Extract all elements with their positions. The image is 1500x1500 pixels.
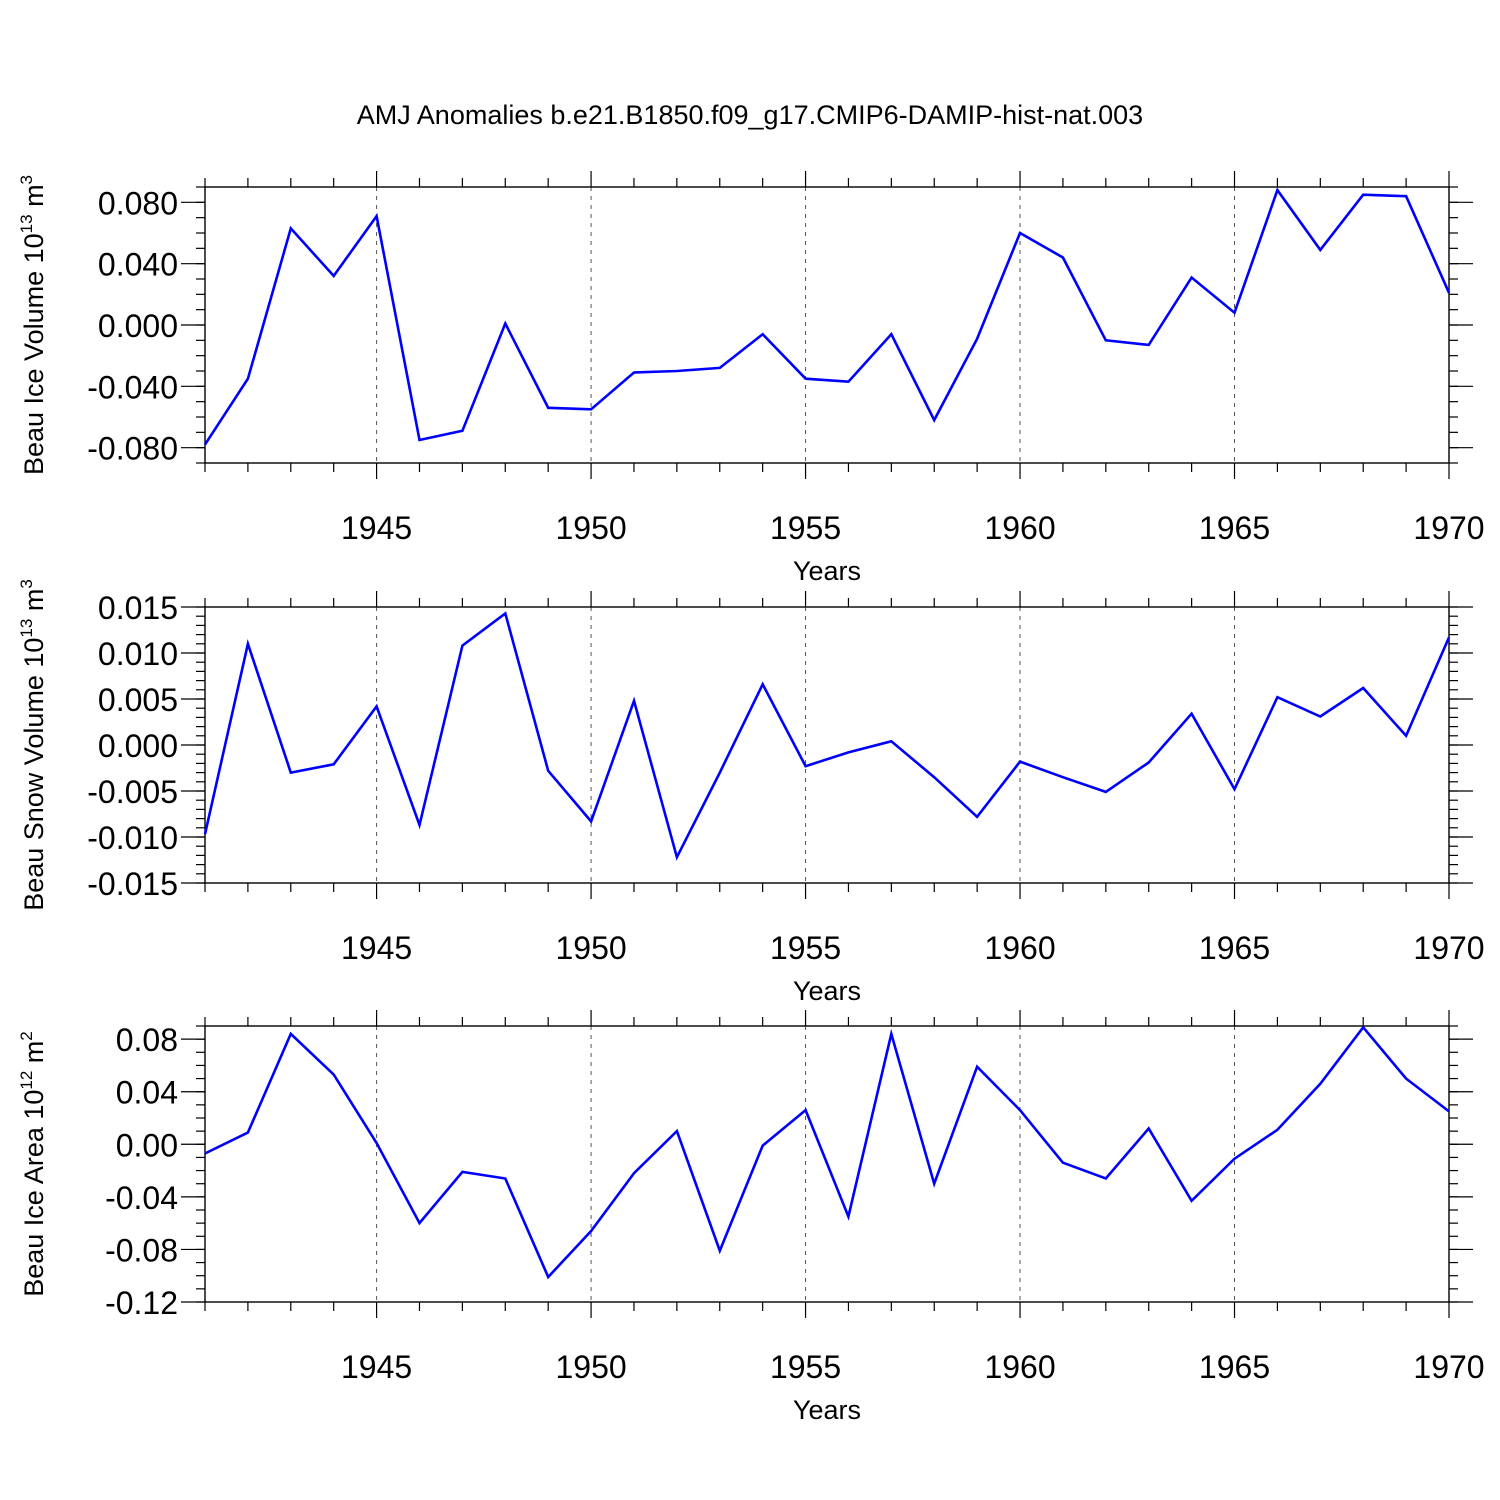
- x-tick-label: 1945: [341, 1349, 412, 1385]
- y-axis-label: Beau Snow Volume 1013 m3: [17, 579, 49, 911]
- x-tick-label: 1955: [770, 1349, 841, 1385]
- y-tick-label: -0.08: [105, 1232, 178, 1268]
- y-tick-label: 0.08: [116, 1022, 178, 1058]
- panel-3: -0.12 -0.08 -0.04 0.00 0.04 0.08 1945 1950 1955 1…: [17, 1010, 1485, 1425]
- y-tick-label: -0.005: [87, 774, 178, 810]
- x-axis-label: Years: [793, 556, 861, 586]
- x-tick-label: 1955: [770, 510, 841, 546]
- x-tick-label: 1945: [341, 930, 412, 966]
- x-tick-label: 1965: [1199, 510, 1270, 546]
- panel-1: -0.080 -0.040 0.000 0.040 0.080 1945 1950 1955 1…: [17, 171, 1485, 586]
- x-tick-label: 1950: [555, 930, 626, 966]
- y-tick-label: -0.12: [105, 1285, 178, 1321]
- x-tick-label: 1950: [555, 510, 626, 546]
- y-tick-label: 0.010: [98, 636, 178, 672]
- y-tick-label: 0.005: [98, 682, 178, 718]
- plot-frame: [204, 186, 1450, 464]
- y-tick-label: -0.040: [87, 369, 178, 405]
- x-tick-label: 1965: [1199, 930, 1270, 966]
- x-tick-label: 1950: [555, 1349, 626, 1385]
- chart-title: AMJ Anomalies b.e21.B1850.f09_g17.CMIP6-…: [357, 100, 1143, 130]
- y-tick-label: 0.000: [98, 728, 178, 764]
- panel-2: -0.015 -0.010 -0.005 0.000 0.005 0.010 0.015 19…: [17, 579, 1485, 1006]
- x-tick-label: 1960: [984, 1349, 1055, 1385]
- x-tick-label: 1965: [1199, 1349, 1270, 1385]
- chart-panels: -0.080 -0.040 0.000 0.040 0.080 1945 1950 1955 1…: [17, 171, 1485, 1425]
- x-tick-label: 1970: [1413, 930, 1484, 966]
- y-tick-label: 0.015: [98, 590, 178, 626]
- y-tick-label: -0.080: [87, 431, 178, 467]
- y-tick-label: 0.040: [98, 247, 178, 283]
- y-tick-label: 0.000: [98, 308, 178, 344]
- x-axis-label: Years: [793, 976, 861, 1006]
- y-tick-label: -0.015: [87, 866, 178, 902]
- series-line-1: [204, 1025, 1450, 1280]
- x-tick-label: 1960: [984, 510, 1055, 546]
- x-tick-label: 1955: [770, 930, 841, 966]
- y-tick-label: -0.04: [105, 1180, 178, 1216]
- series-line-1: [203, 611, 1451, 861]
- x-tick-label: 1970: [1413, 1349, 1484, 1385]
- series-line-1: [203, 187, 1451, 446]
- y-tick-label: 0.080: [98, 185, 178, 221]
- y-tick-label: 0.04: [116, 1075, 178, 1111]
- y-tick-label: 0.00: [116, 1127, 178, 1163]
- x-tick-label: 1970: [1413, 510, 1484, 546]
- y-tick-label: -0.010: [87, 820, 178, 856]
- x-tick-label: 1960: [984, 930, 1055, 966]
- plot-frame: [204, 1025, 1450, 1303]
- x-tick-label: 1945: [341, 510, 412, 546]
- y-axis-label: Beau Ice Volume 1013 m3: [17, 175, 49, 475]
- x-axis-label: Years: [793, 1395, 861, 1425]
- y-axis-label: Beau Ice Area 1012 m2: [17, 1031, 49, 1297]
